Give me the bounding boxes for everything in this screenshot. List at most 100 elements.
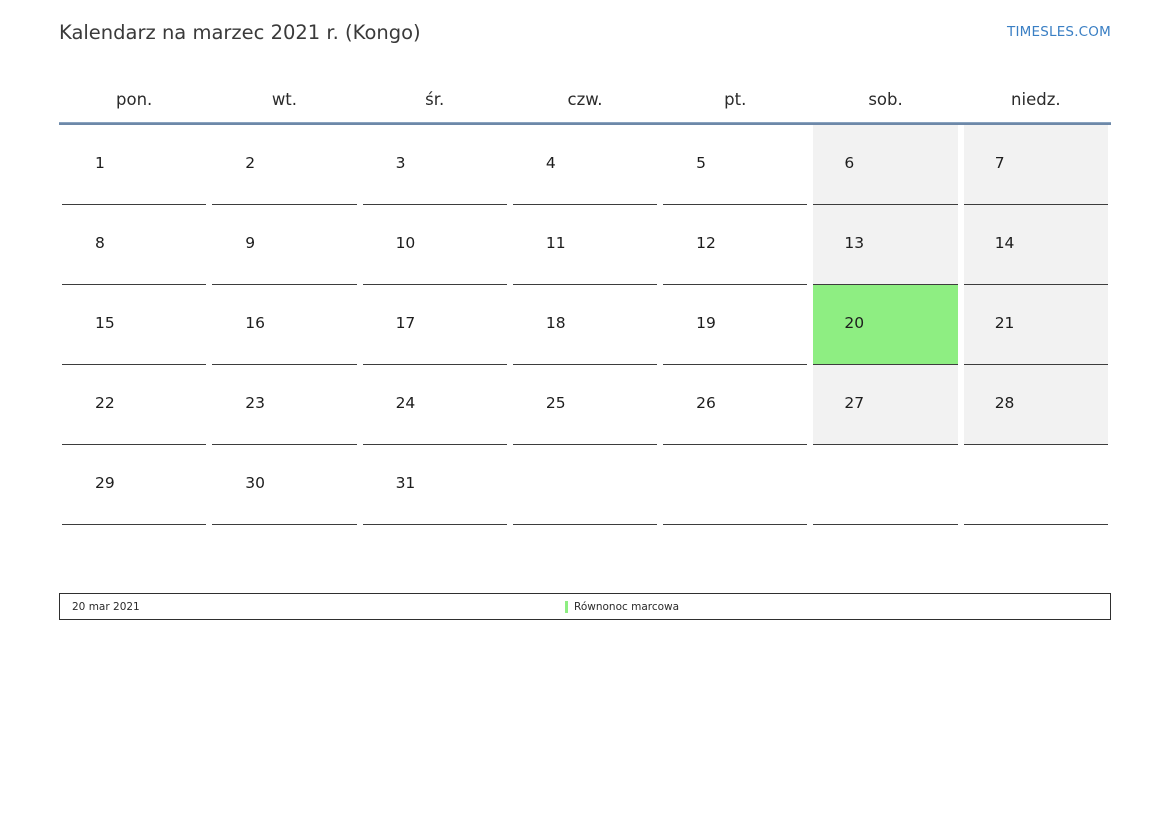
day-cell-empty	[660, 445, 810, 525]
day-number: 3	[395, 154, 406, 172]
day-cell-body: 6	[813, 125, 958, 205]
day-cell[interactable]: 6	[810, 125, 960, 205]
day-number: 19	[696, 314, 716, 332]
day-cell-body: 16	[212, 285, 357, 365]
day-cell[interactable]: 8	[59, 205, 209, 285]
day-cell-empty	[510, 445, 660, 525]
day-number: 27	[844, 394, 865, 412]
calendar-week-row: 29 30 31	[59, 445, 1111, 525]
day-number: 5	[696, 154, 706, 172]
day-number: 17	[395, 314, 416, 332]
weekday-header-cell: sob.	[868, 90, 903, 109]
day-cell[interactable]: 13	[810, 205, 960, 285]
day-number: 31	[395, 474, 416, 492]
day-cell-body: 22	[62, 365, 207, 445]
day-cell[interactable]: 30	[209, 445, 359, 525]
day-cell-body: 23	[212, 365, 357, 445]
day-cell[interactable]: 28	[961, 365, 1111, 445]
day-number: 23	[245, 394, 266, 412]
day-cell-body: 18	[512, 285, 658, 365]
day-cell[interactable]: 22	[59, 365, 209, 445]
day-cell-body: 13	[813, 205, 958, 285]
day-number: 11	[545, 234, 566, 252]
day-cell[interactable]: 2	[209, 125, 359, 205]
day-cell[interactable]: 4	[510, 125, 660, 205]
day-cell[interactable]: 14	[961, 205, 1111, 285]
page-title: Kalendarz na marzec 2021 r. (Kongo)	[59, 21, 421, 44]
day-cell[interactable]: 7	[961, 125, 1111, 205]
day-number: 9	[245, 234, 256, 252]
day-number: 20	[844, 314, 865, 332]
day-cell-body: 24	[362, 365, 507, 445]
day-cell-body: 31	[362, 445, 507, 525]
day-cell[interactable]: 1	[59, 125, 209, 205]
day-number: 4	[545, 154, 556, 172]
day-cell-body: 10	[362, 205, 507, 285]
day-cell[interactable]: 23	[209, 365, 359, 445]
day-cell[interactable]: 15	[59, 285, 209, 365]
weekday-header-cell: pt.	[724, 90, 747, 109]
day-cell[interactable]: 29	[59, 445, 209, 525]
day-number: 8	[95, 234, 105, 252]
legend-event-label: Równonoc marcowa	[574, 600, 680, 613]
day-cell[interactable]: 18	[510, 285, 660, 365]
day-number: 22	[95, 394, 115, 412]
day-number: 12	[696, 234, 716, 252]
day-cell-body: 25	[512, 365, 658, 445]
day-cell[interactable]: 19	[660, 285, 810, 365]
day-cell-body: 3	[362, 125, 507, 205]
day-cell-body: 30	[212, 445, 357, 525]
day-cell[interactable]: 24	[360, 365, 510, 445]
weekday-header-cell: wt.	[271, 90, 298, 109]
brand-logo-link[interactable]: TIMESLES.COM	[1007, 24, 1111, 40]
day-cell[interactable]: 3	[360, 125, 510, 205]
day-cell-body: 17	[362, 285, 507, 365]
day-cell-body: 27	[813, 365, 958, 445]
day-number: 15	[95, 314, 115, 332]
weekday-header-cell: pon.	[116, 90, 153, 109]
day-cell[interactable]: 10	[360, 205, 510, 285]
day-cell[interactable]: 26	[660, 365, 810, 445]
day-number: 18	[545, 314, 566, 332]
day-number: 24	[395, 394, 416, 412]
weekday-header-cell: niedz.	[1011, 90, 1061, 109]
day-cell-body: 29	[62, 445, 207, 525]
day-number: 2	[245, 154, 256, 172]
day-cell[interactable]: 20	[810, 285, 960, 365]
day-cell[interactable]: 25	[510, 365, 660, 445]
day-number: 16	[245, 314, 266, 332]
calendar-grid: pon. wt. śr. czw. pt. sob. niedz. 1 2 3 4 5 6 7 8 9 10 1…	[59, 78, 1111, 525]
weekday-header-cell: śr.	[425, 90, 445, 109]
day-cell[interactable]: 5	[660, 125, 810, 205]
day-cell-body: 28	[963, 365, 1108, 445]
day-cell[interactable]: 27	[810, 365, 960, 445]
legend-event: Równonoc marcowa	[565, 600, 680, 613]
weekday-header-row: pon. wt. śr. czw. pt. sob. niedz.	[59, 78, 1111, 122]
day-cell[interactable]: 31	[360, 445, 510, 525]
day-cell-empty	[810, 445, 960, 525]
day-number: 26	[696, 394, 716, 412]
day-cell-body	[813, 445, 958, 525]
day-cell[interactable]: 9	[209, 205, 359, 285]
calendar-week-row: 1 2 3 4 5 6 7	[59, 125, 1111, 205]
day-cell[interactable]: 21	[961, 285, 1111, 365]
day-cell-body: 19	[663, 285, 808, 365]
day-cell-body: 1	[62, 125, 207, 205]
day-cell[interactable]: 12	[660, 205, 810, 285]
day-number: 13	[844, 234, 865, 252]
day-cell-body: 14	[963, 205, 1108, 285]
day-cell-body: 15	[62, 285, 207, 365]
day-cell-body	[512, 445, 658, 525]
day-cell-body: 11	[512, 205, 658, 285]
calendar-week-row: 22 23 24 25 26 27 28	[59, 365, 1111, 445]
day-number: 25	[545, 394, 566, 412]
day-cell-body: 7	[963, 125, 1108, 205]
day-number: 21	[994, 314, 1015, 332]
day-cell[interactable]: 16	[209, 285, 359, 365]
calendar-weeks: 1 2 3 4 5 6 7 8 9 10 11 12 13 14 15 16 17 18 19 20 21 22 23 24 2…	[59, 125, 1111, 525]
day-cell-body: 21	[963, 285, 1108, 365]
day-cell[interactable]: 11	[510, 205, 660, 285]
day-cell-body: 20	[813, 285, 958, 365]
day-number: 6	[844, 154, 855, 172]
day-cell[interactable]: 17	[360, 285, 510, 365]
